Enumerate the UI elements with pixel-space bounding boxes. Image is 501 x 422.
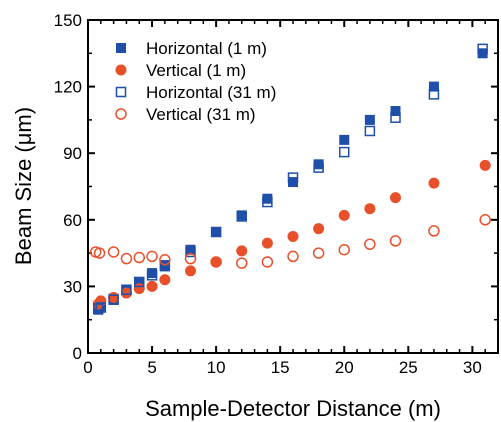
data-point xyxy=(313,162,324,173)
data-point xyxy=(107,246,120,258)
data-point xyxy=(339,134,350,145)
x-tick-label: 10 xyxy=(207,358,226,377)
y-tick-label: 120 xyxy=(54,78,82,97)
data-point xyxy=(312,247,325,259)
legend-marker xyxy=(116,43,126,53)
data-point xyxy=(261,256,274,268)
data-point xyxy=(210,256,222,268)
data-point xyxy=(93,303,104,314)
legend-label: Horizontal (31 m) xyxy=(146,83,276,102)
data-point xyxy=(236,257,248,269)
legend-label: Horizontal (1 m) xyxy=(146,39,267,58)
data-point xyxy=(211,227,222,238)
data-point xyxy=(134,278,145,289)
data-point xyxy=(477,43,488,55)
series-4 xyxy=(89,214,491,269)
data-point xyxy=(389,235,402,247)
y-tick-label: 90 xyxy=(63,144,82,163)
data-point xyxy=(185,244,196,255)
data-point xyxy=(147,268,158,279)
legend-marker xyxy=(115,64,127,76)
series-3 xyxy=(93,43,488,314)
data-point xyxy=(261,237,273,249)
data-point xyxy=(210,256,222,268)
data-point xyxy=(428,89,440,100)
legend-marker xyxy=(115,108,127,120)
data-point xyxy=(146,250,158,263)
data-point xyxy=(364,125,376,137)
y-tick-label: 0 xyxy=(73,344,82,363)
data-point xyxy=(262,193,273,204)
data-point xyxy=(159,260,171,271)
data-points xyxy=(89,43,491,315)
x-axis-title: Sample-Detector Distance (m) xyxy=(145,396,441,421)
data-point xyxy=(479,214,491,226)
data-point xyxy=(338,244,350,256)
series-2 xyxy=(92,159,491,310)
y-axis-title: Beam Size (μm) xyxy=(11,107,36,265)
data-point xyxy=(339,146,350,158)
data-point xyxy=(313,159,324,170)
data-point xyxy=(133,251,145,264)
data-point xyxy=(134,276,145,288)
data-point xyxy=(236,245,248,257)
data-point xyxy=(287,230,299,242)
x-axis: 0 5 10 15 20 25 30 xyxy=(83,20,499,377)
y-tick-label: 60 xyxy=(63,211,82,230)
data-point xyxy=(428,81,439,92)
data-point xyxy=(159,274,171,286)
data-point xyxy=(120,252,133,265)
data-point xyxy=(364,203,376,215)
data-point xyxy=(390,106,401,117)
data-point xyxy=(210,226,222,238)
data-point xyxy=(236,211,247,222)
data-point xyxy=(390,192,401,204)
data-point xyxy=(364,238,376,250)
data-point xyxy=(185,265,196,277)
data-point xyxy=(185,246,196,258)
data-point xyxy=(364,114,375,125)
data-point xyxy=(159,254,171,266)
data-point xyxy=(146,270,158,281)
data-point xyxy=(262,196,273,208)
data-point xyxy=(428,177,440,189)
x-tick-label: 15 xyxy=(271,358,290,377)
data-point xyxy=(390,112,401,123)
y-tick-label: 150 xyxy=(54,11,82,30)
data-point xyxy=(479,159,491,171)
data-point xyxy=(338,209,350,221)
data-point xyxy=(287,172,299,183)
x-tick-label: 25 xyxy=(399,358,418,377)
legend-label: Vertical (1 m) xyxy=(146,61,246,80)
legend-label: Vertical (31 m) xyxy=(146,105,256,124)
legend: Horizontal (1 m) Vertical (1 m) Horizontal… xyxy=(115,39,276,124)
x-tick-label: 30 xyxy=(463,358,482,377)
data-point xyxy=(108,294,119,305)
data-point xyxy=(121,284,132,295)
data-point xyxy=(95,302,107,313)
x-tick-label: 0 xyxy=(83,358,92,377)
data-point xyxy=(428,225,440,237)
data-point xyxy=(120,287,132,299)
data-point xyxy=(184,252,197,265)
legend-marker xyxy=(115,86,127,98)
x-tick-label: 5 xyxy=(147,358,156,377)
data-point xyxy=(93,247,106,259)
data-point xyxy=(313,223,325,235)
y-tick-label: 30 xyxy=(63,277,82,296)
data-point xyxy=(146,280,158,292)
y-axis: 0 30 60 90 120 150 xyxy=(54,11,498,363)
data-point xyxy=(287,250,299,263)
data-point xyxy=(236,210,247,221)
x-tick-label: 20 xyxy=(335,358,354,377)
data-point xyxy=(159,261,170,272)
